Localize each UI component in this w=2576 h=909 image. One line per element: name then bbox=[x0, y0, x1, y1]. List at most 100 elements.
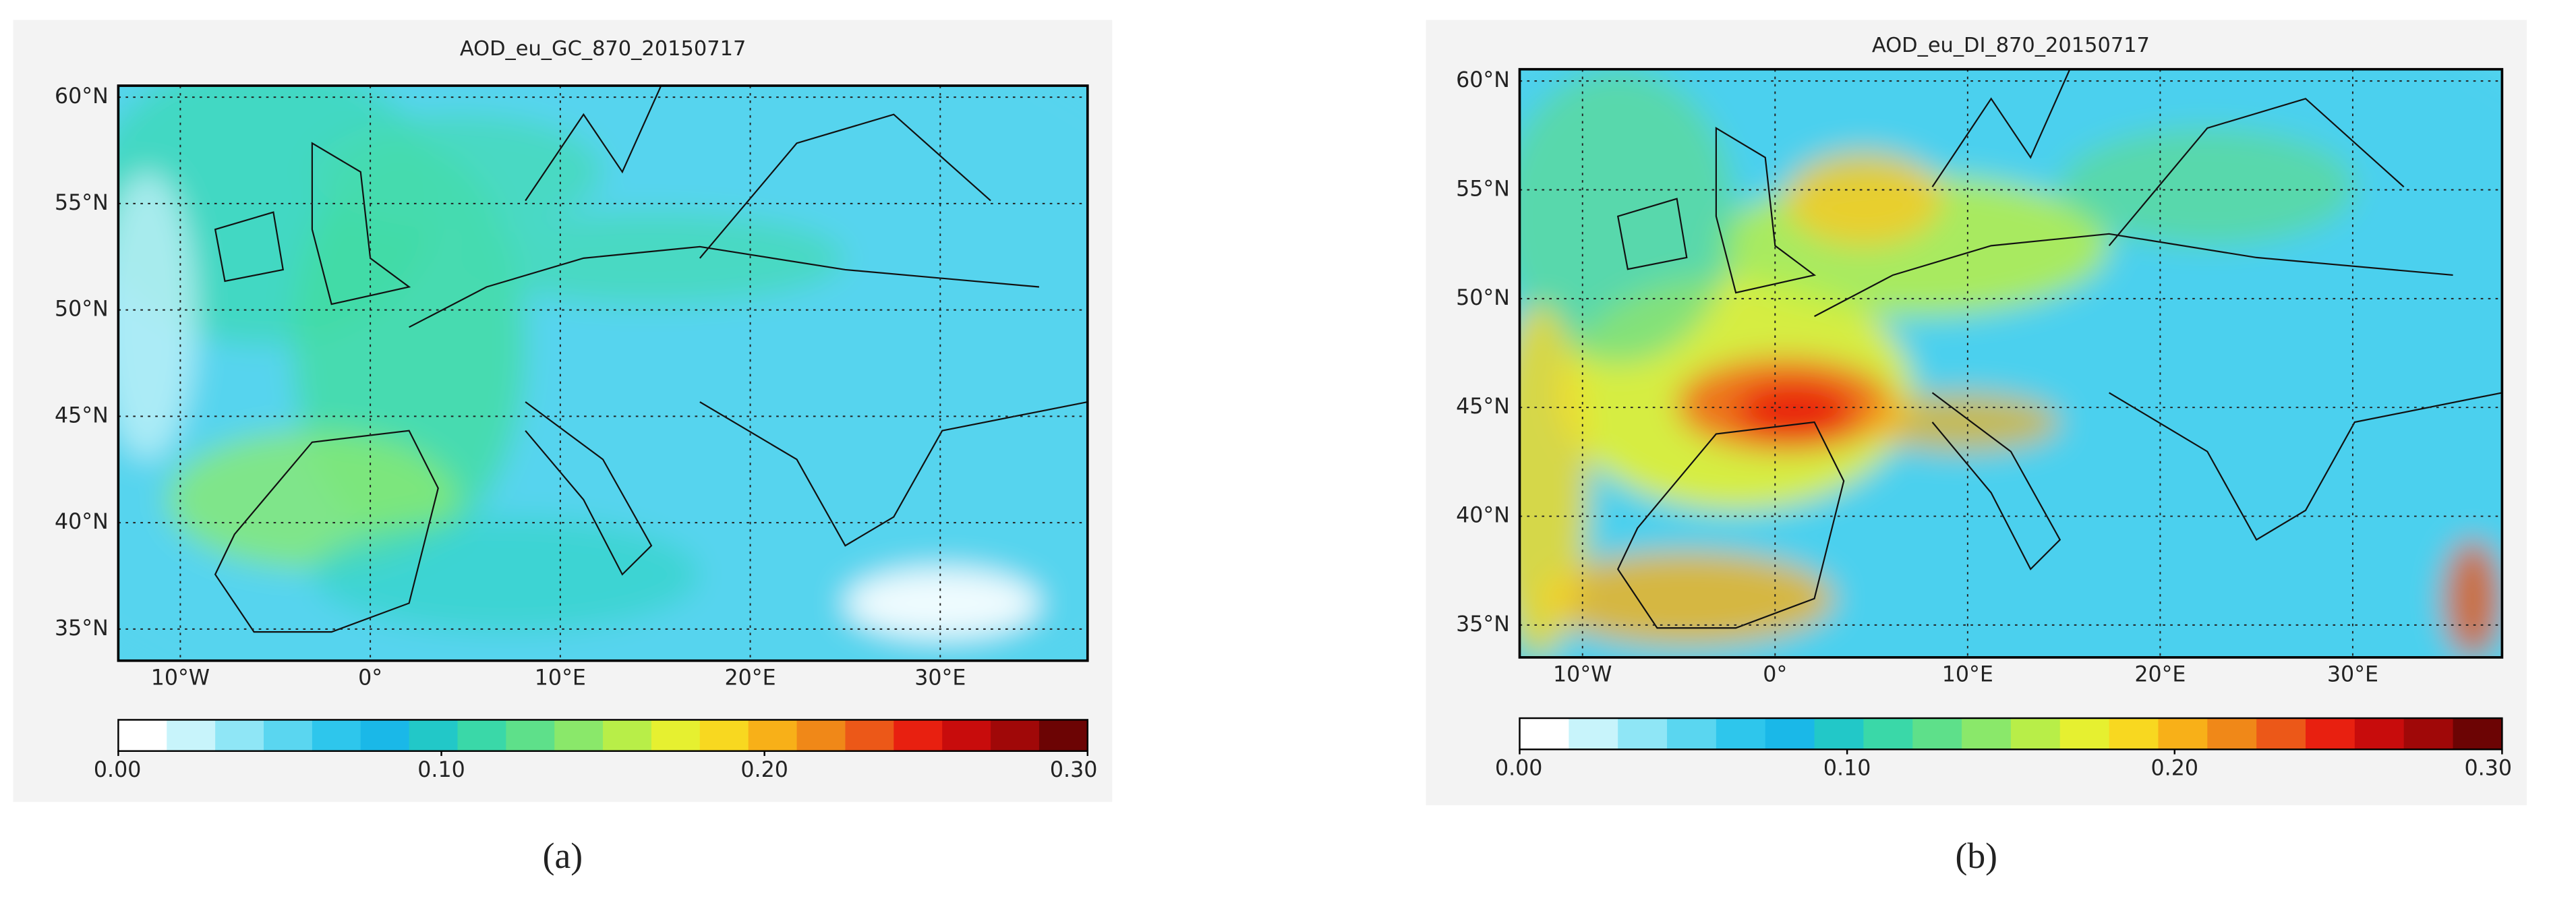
colorbar-segment bbox=[2453, 718, 2503, 750]
colorbar-segment bbox=[409, 720, 459, 751]
colorbar-segment bbox=[506, 720, 555, 751]
colorbar-segment bbox=[1569, 718, 1618, 750]
colorbar-segment bbox=[1618, 718, 1668, 750]
lon-label: 20°E bbox=[725, 666, 776, 691]
colorbar-segment bbox=[894, 720, 943, 751]
colorbar-tick-label: 0.30 bbox=[2464, 757, 2512, 781]
colorbar-segment bbox=[2109, 718, 2159, 750]
colorbar-segment bbox=[554, 720, 604, 751]
lat-label: 55°N bbox=[1456, 177, 1510, 201]
colorbar-segment bbox=[2010, 718, 2061, 750]
colorbar-segment bbox=[1912, 718, 1962, 750]
map bbox=[118, 86, 1088, 661]
lat-label: 35°N bbox=[55, 616, 109, 641]
lon-label: 20°E bbox=[2134, 663, 2186, 687]
colorbar-border bbox=[1519, 717, 2503, 751]
aod-plume bbox=[1863, 392, 2060, 452]
colorbar-segment bbox=[1716, 718, 1766, 750]
lon-label: 30°E bbox=[2327, 663, 2378, 687]
lat-label: 45°N bbox=[55, 403, 109, 428]
aod-plume bbox=[312, 114, 604, 230]
aod-field bbox=[1519, 69, 2502, 657]
lat-label: 60°N bbox=[55, 84, 109, 109]
coastline bbox=[214, 430, 439, 633]
colorbar-segment bbox=[215, 720, 264, 751]
colorbar-segment bbox=[2059, 718, 2110, 750]
coastline bbox=[525, 86, 662, 202]
lat-label: 50°N bbox=[1456, 286, 1510, 310]
colorbar-segment bbox=[1038, 720, 1088, 751]
colorbar-tick-label: 0.30 bbox=[1050, 758, 1098, 782]
colorbar-segment bbox=[1814, 718, 1865, 750]
colorbar-segment bbox=[1765, 718, 1815, 750]
colorbar-segment bbox=[1962, 718, 2012, 750]
aod-plume bbox=[118, 172, 196, 460]
map-border bbox=[1518, 67, 2504, 659]
lon-label: 10°W bbox=[151, 666, 210, 691]
aod-plume bbox=[1784, 151, 1942, 246]
colorbar-segment bbox=[2305, 718, 2355, 750]
colorbar-segment bbox=[2256, 718, 2306, 750]
lat-label: 45°N bbox=[1456, 394, 1510, 419]
colorbar-tick-label: 0.20 bbox=[740, 758, 788, 782]
lon-label: 0° bbox=[358, 666, 382, 691]
colorbar-segment bbox=[457, 720, 507, 751]
coastline bbox=[699, 113, 991, 259]
colorbar-segment bbox=[651, 720, 701, 751]
coastline bbox=[1931, 69, 2071, 187]
lon-label: 10°E bbox=[1942, 663, 1993, 687]
coastline bbox=[1814, 233, 2453, 318]
colorbar-segment bbox=[167, 720, 216, 751]
colorbar-tick-label: 0.20 bbox=[2150, 757, 2198, 781]
panel-caption: (a) bbox=[543, 835, 583, 876]
colorbar-segment bbox=[796, 720, 846, 751]
aod-field bbox=[118, 86, 1088, 661]
colorbar-segment bbox=[360, 720, 410, 751]
colorbar-segment bbox=[312, 720, 361, 751]
colorbar-segment bbox=[1519, 718, 1570, 750]
map-border bbox=[117, 84, 1089, 662]
aod-plume bbox=[1539, 551, 1834, 646]
coastline bbox=[311, 142, 411, 305]
panel-title: AOD_eu_DI_870_20150717 bbox=[1872, 34, 2150, 57]
lat-label: 35°N bbox=[1456, 612, 1510, 637]
coastline bbox=[409, 245, 1040, 328]
coastline bbox=[525, 401, 653, 576]
aod-plume bbox=[1519, 304, 1589, 657]
lat-label: 55°N bbox=[55, 191, 109, 215]
colorbar-segment bbox=[942, 720, 991, 751]
colorbar-segment bbox=[1667, 718, 1717, 750]
colorbar-segment bbox=[118, 720, 168, 751]
coastline bbox=[1715, 126, 1817, 294]
colorbar-segment bbox=[2158, 718, 2208, 750]
colorbar-segment bbox=[2207, 718, 2257, 750]
lon-label: 10°E bbox=[535, 666, 586, 691]
colorbar-tick-label: 0.00 bbox=[94, 758, 142, 782]
aod-plume bbox=[845, 568, 1039, 638]
panel-caption: (b) bbox=[1956, 835, 1997, 876]
lon-label: 10°W bbox=[1553, 663, 1612, 687]
coastline bbox=[1616, 198, 1688, 270]
lat-label: 60°N bbox=[1456, 68, 1510, 92]
colorbar-tick-label: 0.10 bbox=[417, 758, 465, 782]
aod-plume bbox=[1736, 380, 1854, 440]
lat-label: 50°N bbox=[55, 297, 109, 322]
aod-plume bbox=[1519, 69, 1736, 363]
aod-plume bbox=[2442, 539, 2502, 657]
coastline bbox=[2109, 392, 2502, 541]
lon-label: 0° bbox=[1763, 663, 1787, 687]
colorbar-tick-label: 0.10 bbox=[1823, 757, 1871, 781]
colorbar-segment bbox=[2354, 718, 2405, 750]
coastline bbox=[1616, 421, 1845, 629]
colorbar-segment bbox=[699, 720, 749, 751]
colorbar-segment bbox=[1863, 718, 1913, 750]
colorbar-segment bbox=[748, 720, 798, 751]
coastline bbox=[1931, 392, 2061, 570]
lon-label: 30°E bbox=[914, 666, 966, 691]
panel-title: AOD_eu_GC_870_20150717 bbox=[460, 37, 746, 61]
coastline bbox=[699, 401, 1088, 547]
coastline bbox=[214, 211, 285, 283]
lat-label: 40°N bbox=[1456, 504, 1510, 528]
